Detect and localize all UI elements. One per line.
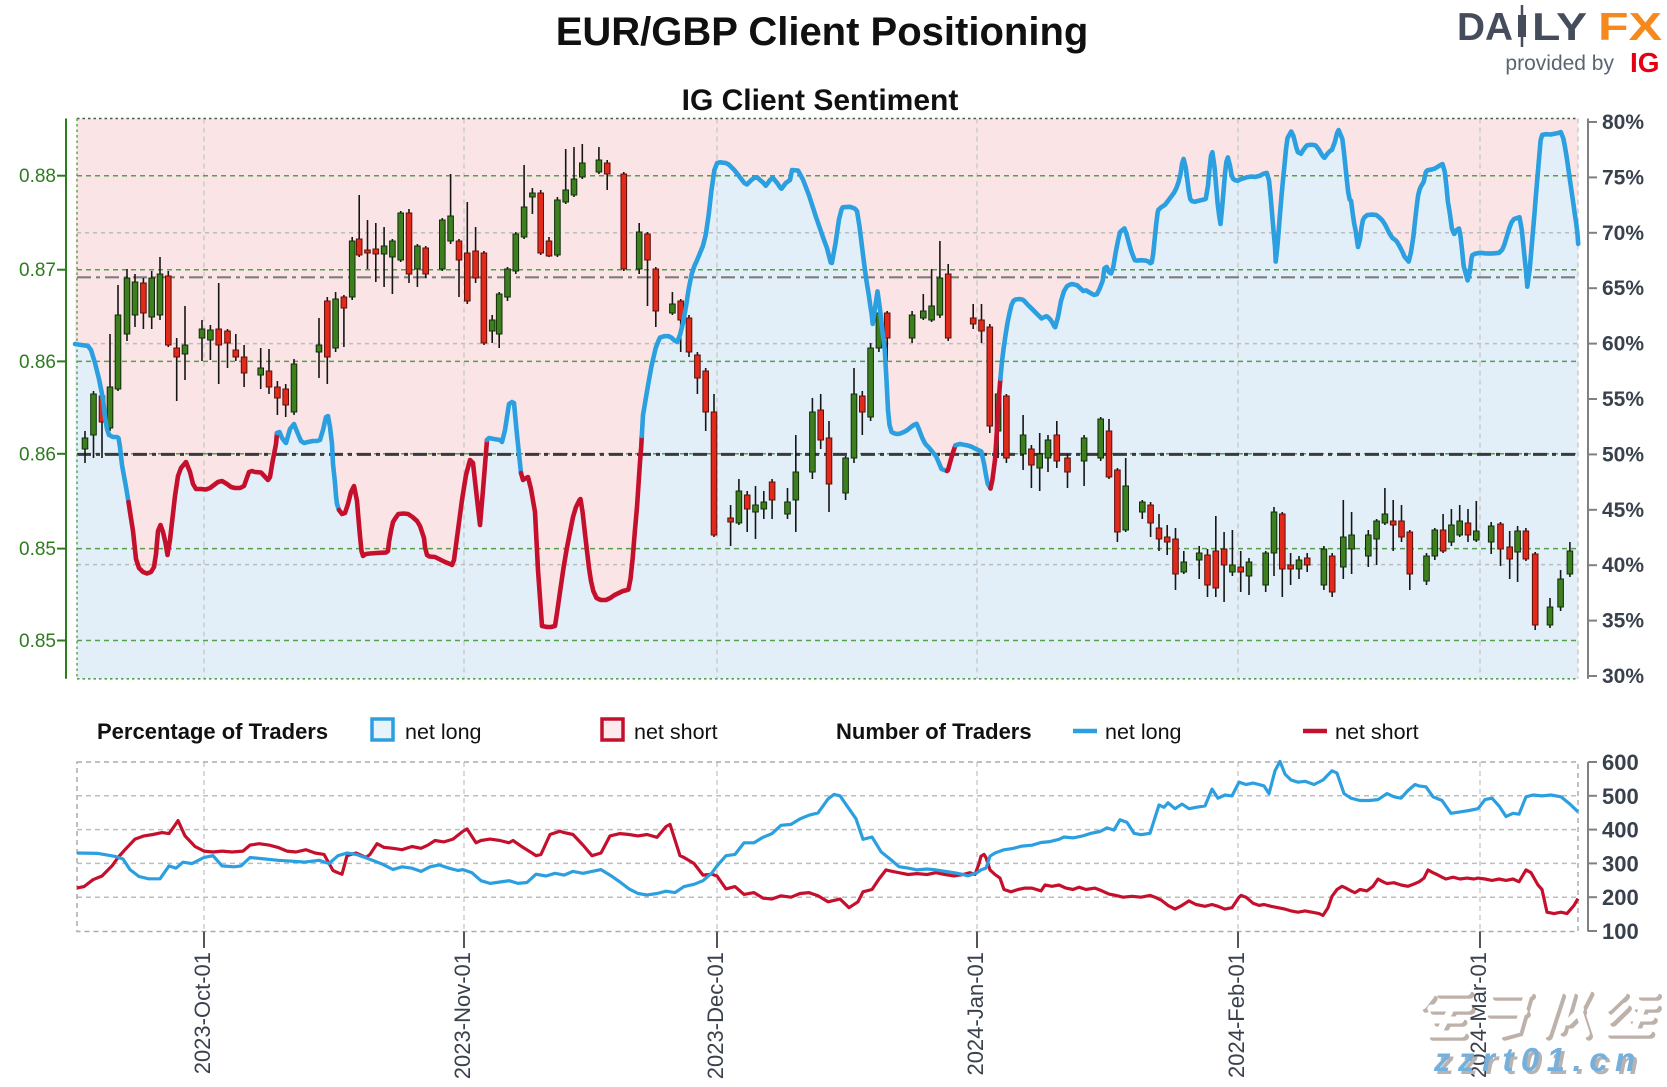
svg-text:LY: LY xyxy=(1532,6,1587,49)
svg-text:0.86: 0.86 xyxy=(19,352,56,373)
svg-text:EUR/GBP Client Positioning: EUR/GBP Client Positioning xyxy=(556,10,1089,54)
svg-text:zzrt01.cn: zzrt01.cn xyxy=(1436,1044,1646,1081)
svg-text:0.86: 0.86 xyxy=(19,444,56,465)
svg-text:zzrt01.cn: zzrt01.cn xyxy=(1433,1041,1643,1078)
svg-text:100: 100 xyxy=(1602,919,1639,944)
svg-text:45%: 45% xyxy=(1602,499,1644,522)
svg-text:DA: DA xyxy=(1457,6,1513,49)
svg-text:500: 500 xyxy=(1602,784,1639,809)
svg-text:2024-Jan-01: 2024-Jan-01 xyxy=(963,952,988,1076)
svg-text:80%: 80% xyxy=(1602,111,1644,134)
svg-text:600: 600 xyxy=(1602,750,1639,775)
svg-text:IG: IG xyxy=(1630,47,1660,78)
svg-text:net long: net long xyxy=(405,720,482,744)
svg-text:65%: 65% xyxy=(1602,277,1644,300)
svg-text:FX: FX xyxy=(1598,6,1662,49)
svg-text:200: 200 xyxy=(1602,885,1639,910)
svg-text:300: 300 xyxy=(1602,851,1639,876)
svg-text:35%: 35% xyxy=(1602,610,1644,633)
svg-text:55%: 55% xyxy=(1602,388,1644,411)
svg-text:0.85: 0.85 xyxy=(19,539,56,560)
svg-text:net short: net short xyxy=(1335,720,1419,744)
svg-text:Number of Traders: Number of Traders xyxy=(836,719,1032,744)
svg-text:30%: 30% xyxy=(1602,665,1644,688)
svg-text:Percentage of Traders: Percentage of Traders xyxy=(97,719,328,744)
svg-text:50%: 50% xyxy=(1602,443,1644,466)
svg-text:IG Client Sentiment: IG Client Sentiment xyxy=(682,84,959,117)
svg-text:0.88: 0.88 xyxy=(19,166,56,187)
svg-text:0.87: 0.87 xyxy=(19,260,56,281)
svg-text:2023-Nov-01: 2023-Nov-01 xyxy=(450,952,475,1079)
svg-text:2023-Oct-01: 2023-Oct-01 xyxy=(190,952,215,1074)
svg-text:net long: net long xyxy=(1105,720,1182,744)
svg-text:70%: 70% xyxy=(1602,222,1644,245)
svg-text:400: 400 xyxy=(1602,818,1639,843)
svg-text:2023-Dec-01: 2023-Dec-01 xyxy=(703,952,728,1079)
svg-text:40%: 40% xyxy=(1602,554,1644,577)
svg-text:60%: 60% xyxy=(1602,333,1644,356)
svg-text:75%: 75% xyxy=(1602,166,1644,189)
svg-text:provided by: provided by xyxy=(1505,52,1614,75)
svg-text:2024-Feb-01: 2024-Feb-01 xyxy=(1224,952,1249,1078)
svg-text:0.85: 0.85 xyxy=(19,631,56,652)
svg-text:net short: net short xyxy=(634,720,718,744)
